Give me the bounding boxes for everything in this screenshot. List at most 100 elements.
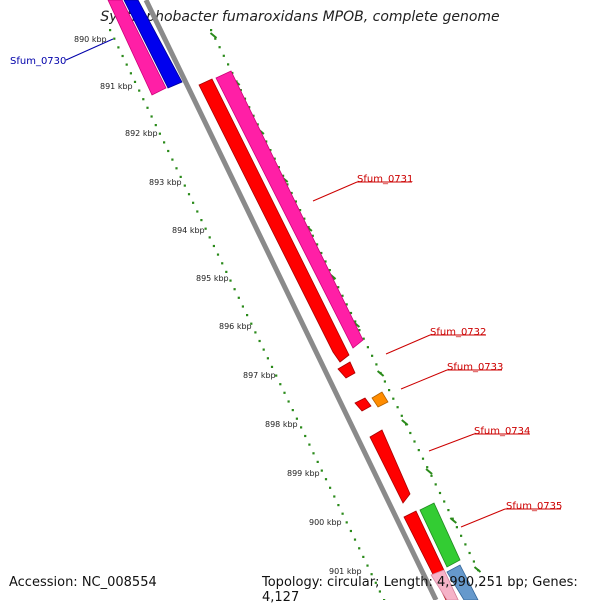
- tick-dot: [196, 210, 199, 213]
- gene-label-sfum-0731[interactable]: Sfum_0731: [357, 174, 413, 185]
- tick-dot: [225, 270, 228, 273]
- tick-dot: [142, 98, 145, 101]
- kbp-label: 890 kbp: [74, 35, 107, 44]
- tick-dot: [300, 426, 303, 429]
- tick-dot: [171, 158, 174, 161]
- tick-dot: [291, 409, 294, 412]
- tick-dot: [438, 491, 442, 495]
- tick-dot: [246, 314, 249, 317]
- kbp-labels: 890 kbp 891 kbp 892 kbp 893 kbp 894 kbp …: [74, 35, 362, 576]
- tick-dot: [328, 269, 331, 272]
- tick-dot: [270, 365, 274, 368]
- tick-dot: [392, 397, 395, 400]
- tick-dot: [464, 543, 467, 546]
- gene-features: [107, 0, 479, 600]
- tick-dot: [175, 167, 178, 170]
- tick-dot: [320, 251, 323, 255]
- map-title: Syntrophobacter fumaroxidans MPOB, compl…: [100, 9, 500, 25]
- tick-dot: [138, 89, 141, 92]
- leader-sfum-0733: [400, 369, 448, 390]
- tick-dot: [308, 443, 311, 446]
- gene-label-sfum-0735[interactable]: Sfum_0735: [506, 501, 562, 512]
- gene-sfum-0734[interactable]: [369, 429, 411, 504]
- tick-dot: [233, 288, 236, 291]
- tick-dot: [341, 294, 344, 297]
- kbp-label: 896 kbp: [219, 322, 252, 331]
- gene-label-sfum-0730[interactable]: Sfum_0730: [10, 56, 66, 67]
- tick-dot: [214, 37, 217, 40]
- gene-sfum-0731-red[interactable]: [198, 78, 350, 363]
- tick-dot: [409, 431, 412, 435]
- gene-sfum-0731-pink[interactable]: [215, 70, 364, 349]
- tick-dot: [277, 166, 280, 169]
- kbp-label: 895 kbp: [196, 274, 229, 283]
- tick-dot: [370, 573, 373, 576]
- tick-dot: [121, 54, 124, 58]
- tick-dot: [354, 320, 357, 323]
- tick-dot: [455, 526, 458, 529]
- gene-sfum-0735-green[interactable]: [419, 502, 461, 568]
- tick-dot: [256, 123, 259, 126]
- tick-dot: [279, 383, 282, 386]
- gene-sfum-0733-orange[interactable]: [371, 391, 389, 408]
- gene-sfum-0736-pink[interactable]: [430, 569, 459, 600]
- gene-sfum-0732[interactable]: [337, 361, 356, 379]
- tick-dot: [324, 478, 328, 481]
- kbp-label: 891 kbp: [100, 82, 133, 91]
- tick-dot: [254, 331, 257, 334]
- tick-dot: [400, 414, 403, 417]
- tick-dot: [192, 201, 195, 204]
- gene-label-sfum-0733[interactable]: Sfum_0733: [447, 362, 503, 373]
- tick-dot: [109, 29, 112, 32]
- tick-dot: [237, 296, 240, 299]
- tick-dot: [229, 279, 232, 282]
- tick-dot: [358, 547, 361, 550]
- tick-dot: [133, 80, 137, 83]
- tick-dot: [212, 244, 215, 248]
- accession-text: Accession: NC_008554: [9, 575, 157, 590]
- tick-dot: [241, 305, 244, 308]
- tick-dot: [362, 555, 365, 558]
- tick-dot: [417, 449, 420, 452]
- tick-dot: [221, 262, 224, 265]
- tick-dot: [362, 337, 365, 340]
- tick-dot: [472, 560, 475, 563]
- tick-dot: [434, 483, 437, 486]
- gene-label-sfum-0734[interactable]: Sfum_0734: [474, 426, 530, 437]
- gene-sfum-0733-red[interactable]: [354, 397, 372, 412]
- tick-dot: [320, 469, 323, 472]
- tick-dot: [396, 406, 399, 409]
- gene-sfum-0736-steel[interactable]: [446, 564, 479, 600]
- tick-dot: [312, 452, 315, 455]
- tick-dot: [183, 184, 186, 187]
- tick-dot: [299, 209, 302, 212]
- tick-dot: [146, 106, 149, 109]
- leader-lines: [65, 38, 561, 528]
- tick-dot: [426, 466, 429, 469]
- tick-dot: [311, 234, 314, 237]
- tick-dot: [294, 200, 297, 203]
- tick-dot: [295, 417, 298, 420]
- tick-dot: [337, 286, 340, 289]
- tick-dot: [250, 322, 253, 325]
- tick-dot: [222, 54, 225, 57]
- gene-label-sfum-0732[interactable]: Sfum_0732: [430, 327, 486, 338]
- leader-sfum-0735: [460, 508, 506, 528]
- kbp-label: 897 kbp: [243, 371, 276, 380]
- kbp-label: 898 kbp: [265, 420, 298, 429]
- kbp-label: 892 kbp: [125, 129, 158, 138]
- tick-dot: [316, 460, 319, 463]
- gene-labels: Sfum_0730 Sfum_0731 Sfum_0732 Sfum_0733 …: [10, 56, 562, 512]
- gene-sfum-0730-a[interactable]: [107, 0, 167, 96]
- kbp-label: 893 kbp: [149, 178, 182, 187]
- tick-dot: [282, 174, 285, 177]
- tick-dot: [204, 227, 207, 230]
- tick-mark: [401, 419, 409, 426]
- gene-sfum-0730-b[interactable]: [123, 0, 183, 89]
- tick-dot: [129, 72, 132, 75]
- tick-dot: [468, 551, 471, 555]
- genome-backbone: [143, 0, 439, 600]
- tick-dot: [273, 157, 276, 160]
- tick-dot: [329, 486, 332, 489]
